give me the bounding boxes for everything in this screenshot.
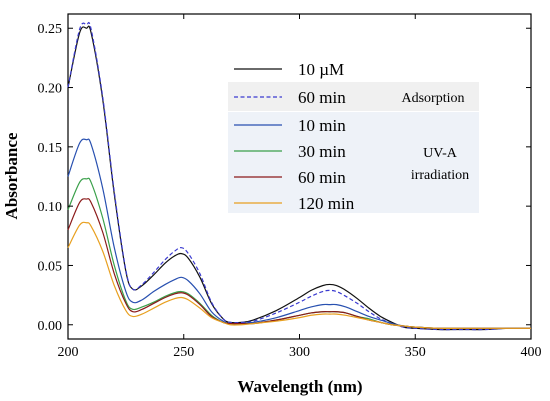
y-tick-label: 0.00 <box>38 319 63 334</box>
y-axis-title: Absorbance <box>2 132 21 219</box>
y-tick-label: 0.20 <box>38 82 63 97</box>
legend-backgrounds <box>228 82 479 213</box>
legend-group-bg-uv-a-irradiation <box>228 112 479 213</box>
legend-group-label-uv-a-irradiation: irradiation <box>411 168 469 183</box>
y-tick-label: 0.10 <box>38 200 63 215</box>
x-axis-title: Wavelength (nm) <box>237 377 362 396</box>
legend-entry-4: 60 min <box>298 168 346 187</box>
x-tick-label: 400 <box>521 345 542 360</box>
legend-group-label-adsorption: Adsorption <box>402 91 465 106</box>
legend-entry-2: 10 min <box>298 116 346 135</box>
axes: 200 250 300 350 400 0.00 0.05 0.10 0.15 0.20 0.25 <box>38 14 542 360</box>
y-tick-label: 0.05 <box>38 259 63 274</box>
x-tick-label: 300 <box>289 345 310 360</box>
legend: Adsorption UV-A irradiation 10 µM 60 min 10 m… <box>234 60 469 213</box>
x-tick-label: 250 <box>173 345 194 360</box>
legend-entry-5: 120 min <box>298 194 355 213</box>
y-tick-label: 0.15 <box>38 141 63 156</box>
series-line-5-120-min <box>67 221 531 330</box>
y-tick-label: 0.25 <box>38 22 63 37</box>
legend-entry-3: 30 min <box>298 142 346 161</box>
legend-group-label-uv-a-irradiation: UV-A <box>423 146 458 161</box>
x-tick-label: 200 <box>58 345 79 360</box>
series-line-1-60-min <box>67 21 532 331</box>
legend-entry-0: 10 µM <box>298 60 344 79</box>
legend-entry-1: 60 min <box>298 88 346 107</box>
series-curves <box>67 21 532 331</box>
x-tick-label: 350 <box>405 345 426 360</box>
